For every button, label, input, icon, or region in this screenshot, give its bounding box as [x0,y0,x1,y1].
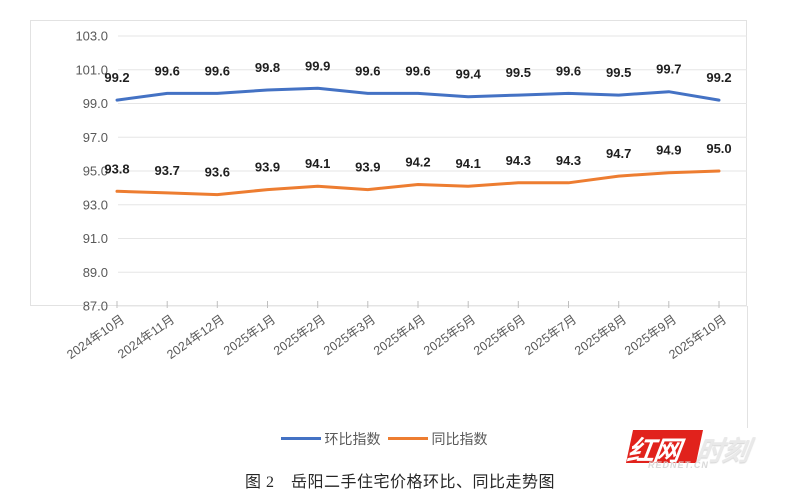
svg-text:94.3: 94.3 [506,153,531,168]
svg-text:93.7: 93.7 [155,163,180,178]
svg-text:93.9: 93.9 [355,160,380,175]
svg-text:99.6: 99.6 [556,63,581,78]
svg-text:93.8: 93.8 [104,161,129,176]
svg-text:99.8: 99.8 [255,60,280,75]
svg-text:99.4: 99.4 [456,67,482,82]
svg-text:99.2: 99.2 [706,70,731,85]
svg-text:97.0: 97.0 [83,130,108,145]
svg-text:101.0: 101.0 [75,62,108,77]
svg-text:95.0: 95.0 [706,141,731,156]
svg-text:99.6: 99.6 [205,63,230,78]
svg-text:94.3: 94.3 [556,153,581,168]
svg-text:103.0: 103.0 [75,29,108,44]
svg-text:87.0: 87.0 [83,299,108,314]
svg-text:99.5: 99.5 [606,65,631,80]
svg-text:99.6: 99.6 [355,63,380,78]
svg-text:94.9: 94.9 [656,143,681,158]
svg-text:94.2: 94.2 [405,155,430,170]
svg-text:99.2: 99.2 [104,70,129,85]
svg-text:93.9: 93.9 [255,160,280,175]
svg-text:93.6: 93.6 [205,165,230,180]
svg-text:94.1: 94.1 [305,156,330,171]
svg-text:99.0: 99.0 [83,96,108,111]
svg-text:99.7: 99.7 [656,62,681,77]
svg-text:94.7: 94.7 [606,146,631,161]
svg-text:99.5: 99.5 [506,65,531,80]
svg-text:99.6: 99.6 [155,63,180,78]
svg-text:99.9: 99.9 [305,58,330,73]
svg-text:94.1: 94.1 [456,156,481,171]
svg-text:99.6: 99.6 [405,63,430,78]
svg-text:89.0: 89.0 [83,265,108,280]
svg-text:93.0: 93.0 [83,197,108,212]
svg-text:91.0: 91.0 [83,231,108,246]
